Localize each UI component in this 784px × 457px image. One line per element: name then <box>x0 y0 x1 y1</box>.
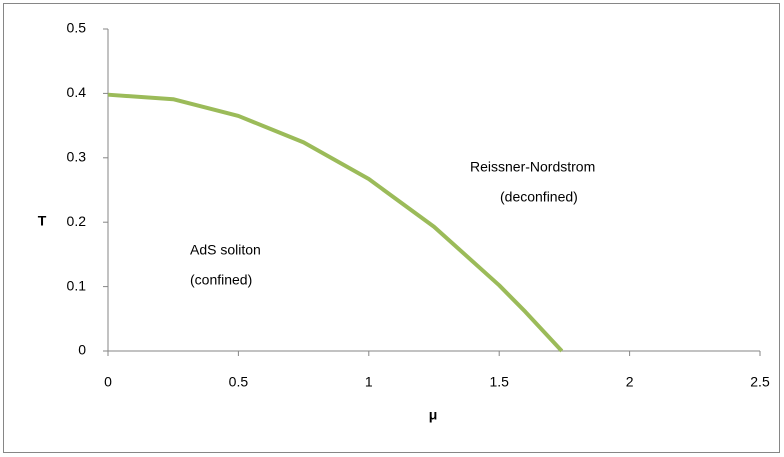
x-tick-label: 1.5 <box>489 374 509 390</box>
y-tick-label: 0.1 <box>67 277 87 293</box>
annotation: (deconfined) <box>500 189 578 205</box>
x-tick-label: 2.5 <box>750 374 770 390</box>
annotation: AdS soliton <box>190 242 261 258</box>
y-tick-label: 0.2 <box>67 213 87 229</box>
x-tick-label: 2 <box>626 374 634 390</box>
y-tick-label: 0.3 <box>67 149 87 165</box>
x-axis-label: μ <box>429 407 438 423</box>
x-tick-label: 0 <box>104 374 112 390</box>
y-tick-label: 0.4 <box>67 84 87 100</box>
y-tick-label: 0.5 <box>67 20 87 36</box>
line-series <box>107 92 564 353</box>
annotation: (confined) <box>190 272 252 288</box>
x-tick-label: 0.5 <box>229 374 249 390</box>
x-tick-label: 1 <box>365 374 373 390</box>
annotation: Reissner-Nordstrom <box>470 159 595 175</box>
y-axis-label: T <box>38 213 47 229</box>
chart-border <box>3 3 780 453</box>
y-tick-label: 0 <box>78 342 86 358</box>
